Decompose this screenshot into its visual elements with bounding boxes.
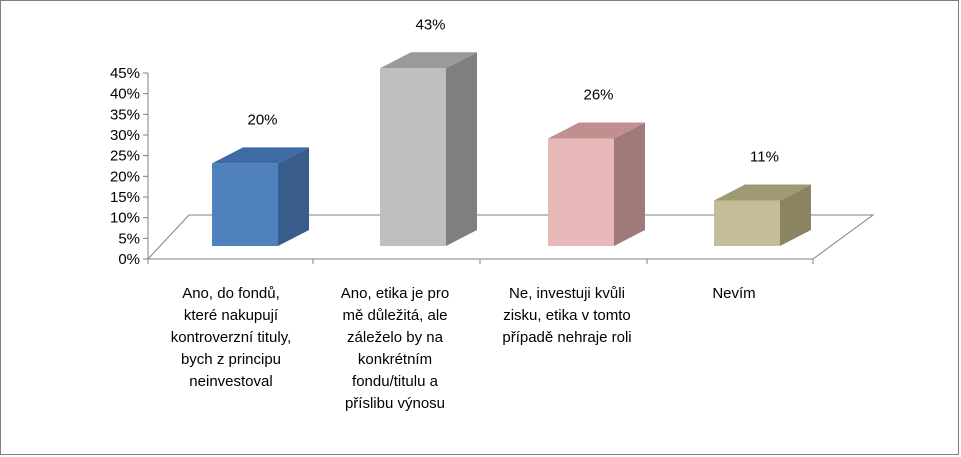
category-label: Ne, investuji kvůli zisku, etika v tomto…: [502, 285, 632, 346]
data-label: 11%: [750, 149, 779, 166]
bar-top: [714, 184, 811, 201]
y-tick-label: 0%: [118, 251, 140, 268]
y-tick-label: 5%: [118, 230, 140, 247]
bar-top: [380, 52, 477, 69]
y-tick-label: 40%: [110, 86, 140, 103]
category-label: Nevím: [712, 285, 756, 302]
y-tick-label: 25%: [110, 148, 140, 165]
bar-side: [278, 147, 309, 246]
bar-side: [614, 122, 645, 246]
bar: [380, 68, 446, 247]
chart-floor: [146, 214, 875, 260]
y-tick-label: 30%: [110, 127, 140, 144]
bar-top: [548, 122, 645, 139]
y-axis: 0% 5% 10% 15% 20% 25% 30% 35% 40% 45%: [110, 65, 814, 268]
y-tick-label: 45%: [110, 65, 140, 82]
floor-plane: [146, 214, 875, 260]
data-label: 26%: [583, 87, 613, 104]
bar: [548, 138, 614, 246]
y-tick-label: 10%: [110, 210, 140, 227]
y-tick-label: 15%: [110, 189, 140, 206]
bar-top: [212, 147, 309, 164]
data-label: 20%: [247, 111, 277, 128]
data-labels: 20% 43% 26% 11%: [247, 16, 778, 165]
bars: [212, 52, 811, 247]
y-tick-label: 20%: [110, 168, 140, 185]
category-label: Ano, do fondů, které nakupují kontroverz…: [170, 285, 292, 390]
category-label: Ano, etika je pro mě důležitá, ale zálež…: [340, 285, 450, 412]
data-label: 43%: [415, 16, 445, 33]
y-tick-label: 35%: [110, 106, 140, 123]
bar-side: [780, 184, 811, 246]
bar: [212, 163, 278, 246]
bar: [714, 200, 780, 246]
bar-side: [446, 52, 477, 247]
